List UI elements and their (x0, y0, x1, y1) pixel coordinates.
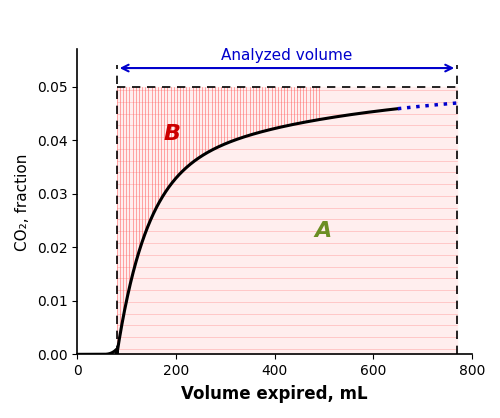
X-axis label: Volume expired, mL: Volume expired, mL (182, 385, 368, 403)
Text: B: B (164, 124, 180, 144)
Y-axis label: CO₂, fraction: CO₂, fraction (15, 153, 30, 250)
Text: A: A (314, 221, 332, 241)
Text: Analyzed volume: Analyzed volume (222, 48, 352, 63)
